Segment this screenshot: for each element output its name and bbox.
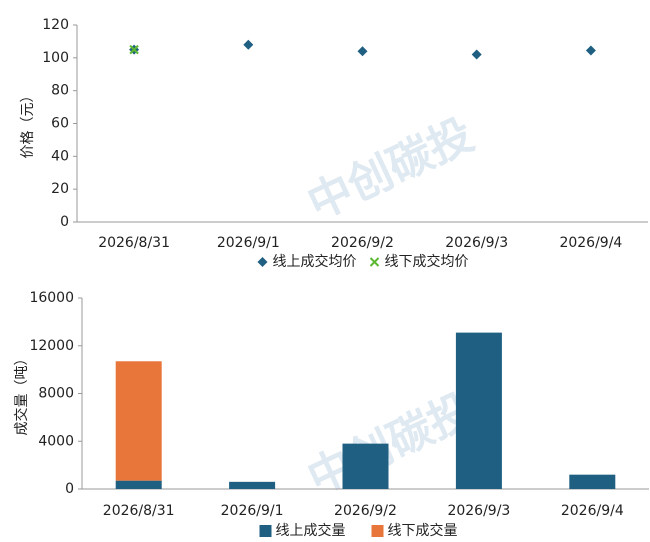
bar bbox=[229, 481, 276, 489]
watermark: 中创碳投 bbox=[300, 109, 481, 230]
bar bbox=[455, 332, 502, 489]
x-tick-label: 2026/9/4 bbox=[559, 235, 622, 251]
y-tick-label: 120 bbox=[42, 17, 69, 33]
bar bbox=[342, 443, 389, 489]
marker bbox=[471, 49, 482, 60]
marker bbox=[357, 46, 368, 57]
bar bbox=[115, 361, 162, 481]
marker bbox=[257, 257, 268, 267]
y-tick-label: 100 bbox=[42, 50, 69, 66]
x-tick-label: 2026/9/4 bbox=[561, 503, 624, 519]
x-tick-label: 2026/9/3 bbox=[447, 503, 510, 519]
legend-swatch bbox=[371, 525, 384, 537]
bar bbox=[569, 474, 616, 489]
y-tick-label: 8000 bbox=[38, 386, 74, 402]
marker bbox=[585, 45, 596, 56]
y-tick-label: 40 bbox=[51, 148, 69, 164]
y-tick-label: 0 bbox=[60, 214, 69, 230]
bar bbox=[115, 480, 162, 489]
y-tick-label: 20 bbox=[51, 181, 69, 197]
legend-label: 线下成交量 bbox=[388, 522, 458, 539]
x-tick-label: 2026/9/3 bbox=[445, 235, 508, 251]
legend-label: 线下成交均价 bbox=[385, 253, 469, 270]
y-axis-title: 价格（元） bbox=[20, 89, 36, 159]
y-tick-label: 80 bbox=[51, 83, 69, 99]
legend-label: 线上成交量 bbox=[276, 522, 346, 539]
y-tick-label: 16000 bbox=[29, 290, 74, 306]
x-tick-label: 2026/9/2 bbox=[331, 235, 394, 251]
marker bbox=[129, 44, 139, 55]
y-axis-title: 成交量（吨） bbox=[13, 352, 30, 436]
y-tick-label: 0 bbox=[65, 481, 74, 497]
x-tick-label: 2026/9/2 bbox=[334, 503, 397, 519]
x-tick-label: 2026/9/1 bbox=[221, 503, 284, 519]
y-tick-label: 60 bbox=[51, 116, 69, 132]
legend-swatch bbox=[259, 525, 272, 537]
marker bbox=[369, 257, 380, 267]
y-tick-label: 4000 bbox=[38, 433, 74, 449]
x-tick-label: 2026/9/1 bbox=[217, 235, 280, 251]
marker bbox=[243, 39, 254, 50]
x-tick-label: 2026/8/31 bbox=[98, 235, 170, 251]
y-tick-label: 12000 bbox=[29, 338, 74, 354]
watermark: 中创碳投 bbox=[300, 384, 481, 505]
x-tick-label: 2026/8/31 bbox=[103, 503, 175, 519]
legend-label: 线上成交均价 bbox=[273, 253, 357, 270]
